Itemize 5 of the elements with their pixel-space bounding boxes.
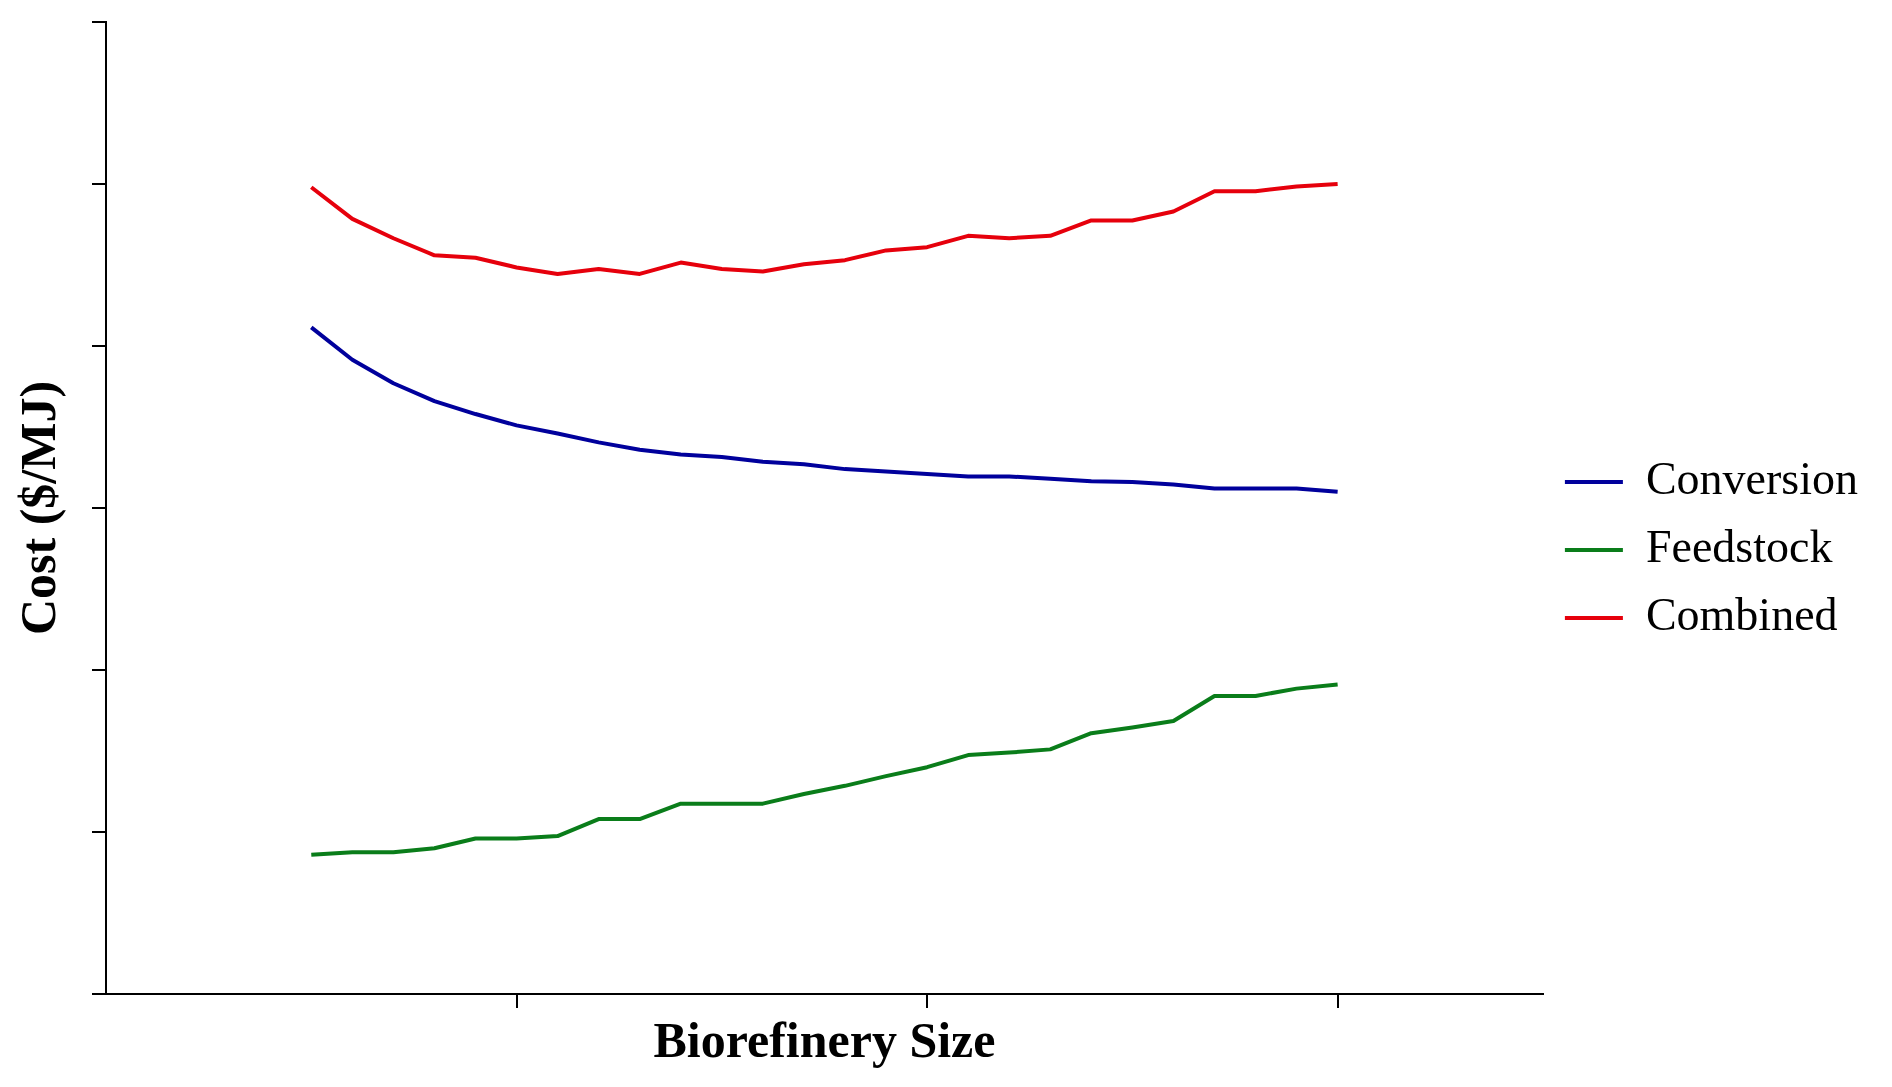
x-axis-title: Biorefinery Size — [653, 1011, 996, 1068]
legend-label: Combined — [1645, 589, 1838, 641]
legend-label: Feedstock — [1645, 521, 1833, 573]
y-axis-title: Cost ($/MJ) — [9, 380, 66, 636]
legend-label: Conversion — [1645, 453, 1859, 505]
